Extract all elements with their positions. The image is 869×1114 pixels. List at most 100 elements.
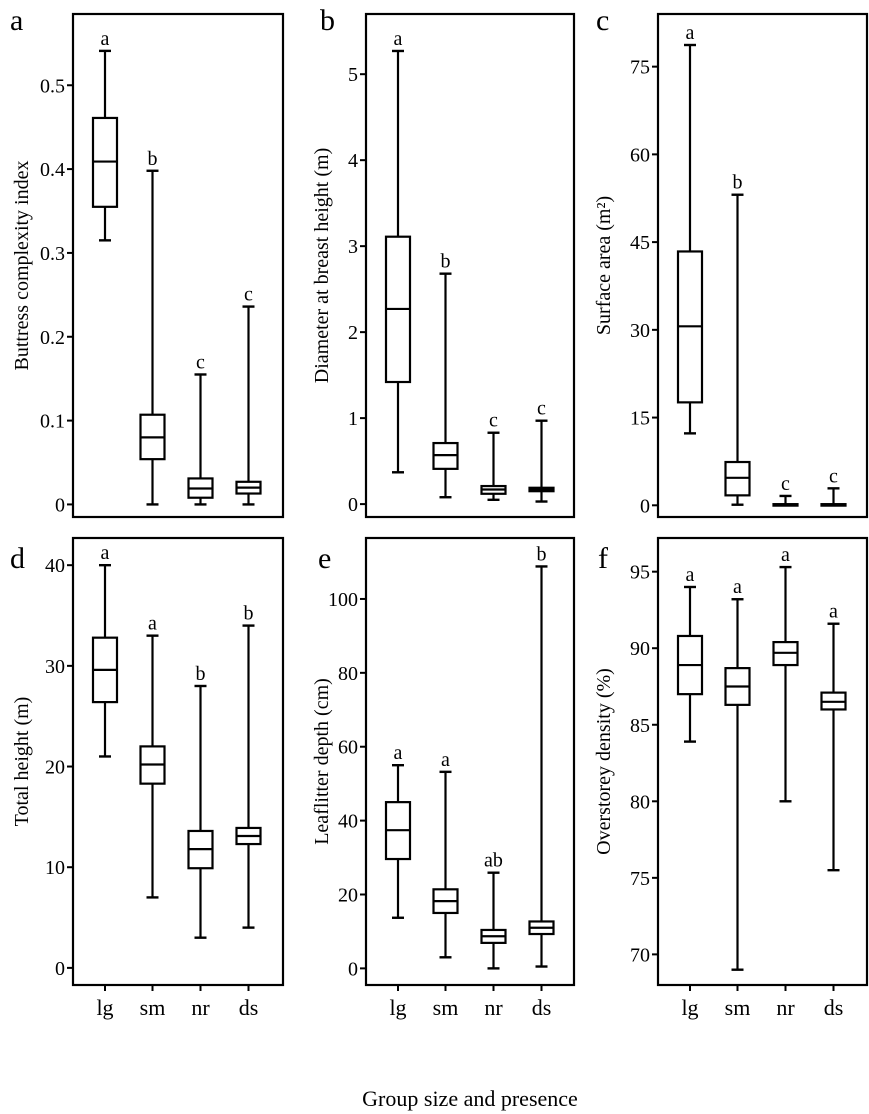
x-tick-label: nr (484, 995, 503, 1020)
significance-letter: c (781, 473, 790, 495)
y-tick-label: 0.2 (40, 327, 65, 349)
box-lg: a (91, 542, 119, 758)
plot-frame (364, 536, 576, 987)
significance-letter: a (101, 28, 110, 50)
y-tick-label: 40 (45, 555, 65, 577)
y-tick-label: 15 (630, 408, 650, 430)
y-tick-label: 0 (348, 958, 358, 980)
panel-c: c 0 15 30 45 60 75 Surface area (m²) a b c c (593, 4, 869, 519)
significance-letter: b (441, 251, 451, 273)
y-tick-label: 3 (348, 236, 358, 258)
y-tick-label: 2 (348, 322, 358, 344)
x-tick-label: lg (389, 995, 406, 1020)
box-lg: a (91, 28, 119, 242)
y-tick-label: 4 (348, 150, 358, 172)
y-tick-label: 20 (338, 884, 358, 906)
significance-letter: c (489, 410, 498, 432)
x-tick-label: lg (96, 995, 113, 1020)
plot-frame (71, 536, 285, 987)
box-nr: c (187, 351, 214, 506)
box-lg: a (676, 22, 704, 435)
panel-label: f (598, 542, 608, 575)
y-tick-label: 60 (630, 144, 650, 166)
x-tick-label: sm (433, 995, 459, 1020)
significance-letter: c (196, 351, 205, 373)
y-tick-label: 0 (55, 494, 65, 516)
x-tick-label: ds (532, 995, 552, 1020)
y-tick-label: 80 (630, 791, 650, 813)
y-axis-label: Buttress complexity index (11, 161, 33, 371)
significance-letter: b (196, 663, 206, 685)
box-ds: c (235, 284, 262, 506)
significance-letter: b (537, 543, 547, 565)
box-lg: a (676, 564, 704, 743)
box-ds: b (235, 603, 262, 929)
y-axis-label: Overstorey density (%) (593, 668, 615, 855)
y-tick-label: 95 (630, 562, 650, 584)
significance-letter: c (829, 465, 838, 487)
significance-letter: c (244, 284, 253, 306)
x-tick-label: nr (776, 995, 795, 1020)
plot-frame (656, 536, 869, 987)
significance-letter: a (781, 544, 790, 566)
y-tick-label: 0.4 (40, 159, 65, 181)
y-tick-label: 40 (338, 811, 358, 833)
box-ds: c (528, 398, 555, 503)
significance-letter: c (537, 398, 546, 420)
significance-letter: a (733, 576, 742, 598)
x-tick-label: lg (681, 995, 698, 1020)
panel-label: e (318, 542, 331, 575)
x-tick-label: sm (140, 995, 166, 1020)
panel-a: a 0 0.1 0.2 0.3 0.4 0.5 Buttress complexity ind… (10, 4, 285, 519)
panel-label: a (10, 4, 23, 37)
y-axis-label: Total height (m) (11, 697, 33, 827)
x-tick-label: ds (239, 995, 259, 1020)
y-tick-label: 45 (630, 232, 650, 254)
significance-letter: b (733, 172, 743, 194)
y-tick-label: 30 (630, 320, 650, 342)
significance-letter: a (394, 28, 403, 50)
y-tick-label: 90 (630, 638, 650, 660)
panel-d: d 0 10 20 30 40 Total height (m) a lg a sm b nr b ds (10, 536, 285, 1020)
box-sm: b (432, 251, 459, 499)
y-tick-label: 5 (348, 64, 358, 86)
significance-letter: a (101, 542, 110, 564)
y-tick-label: 0 (640, 495, 650, 517)
panel-label: c (596, 4, 609, 37)
y-tick-label: 80 (338, 663, 358, 685)
x-tick-label: sm (725, 995, 751, 1020)
significance-letter: a (148, 613, 157, 635)
box-sm: b (724, 172, 751, 506)
panel-f: f 70 75 80 85 90 95 Overstorey density (%) a lg a s… (593, 536, 869, 1020)
box-ds: c (820, 465, 847, 507)
y-tick-label: 100 (328, 589, 358, 611)
box-nr: c (772, 473, 799, 507)
box-nr: c (480, 410, 507, 502)
y-axis-label: Leaflitter depth (cm) (311, 678, 333, 845)
significance-letter: a (394, 742, 403, 764)
box-nr: ab (480, 850, 507, 970)
y-tick-label: 30 (45, 656, 65, 678)
box-sm: a (139, 613, 166, 899)
y-tick-label: 60 (338, 737, 358, 759)
box-sm: a (432, 749, 459, 959)
y-tick-label: 75 (630, 868, 650, 890)
box-lg: a (384, 742, 412, 919)
significance-letter: ab (484, 850, 503, 872)
box-ds: b (528, 543, 555, 968)
y-tick-label: 70 (630, 944, 650, 966)
plot-frame (364, 12, 576, 519)
panel-label: d (10, 542, 25, 575)
x-tick-label: ds (824, 995, 844, 1020)
significance-letter: b (148, 148, 158, 170)
y-tick-label: 0.1 (40, 411, 65, 433)
y-tick-label: 10 (45, 857, 65, 879)
box-nr: a (772, 544, 799, 803)
y-tick-label: 0 (348, 494, 358, 516)
panel-e: e 0 20 40 60 80 100 Leaflitter depth (cm) a lg a sm… (311, 536, 576, 1020)
y-tick-label: 1 (348, 408, 358, 430)
box-sm: b (139, 148, 166, 506)
y-tick-label: 85 (630, 715, 650, 737)
x-tick-label: nr (191, 995, 210, 1020)
